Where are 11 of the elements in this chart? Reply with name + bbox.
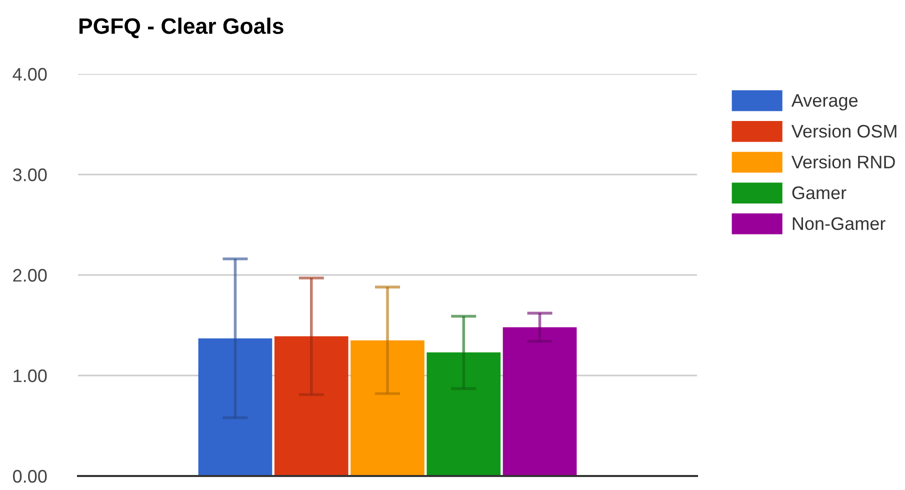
chart-title: PGFQ - Clear Goals [79,18,284,38]
legend-label: Average [791,94,858,110]
y-tick-label: 1.00 [14,369,47,382]
legend-label: Non-Gamer [792,217,886,230]
y-tick-label: 4.00 [12,68,47,81]
legend-label: Version RND [791,155,895,168]
legend-label: Version OSM [791,124,896,138]
legend-label: Gamer [792,186,846,200]
y-tick-label: 0.00 [13,470,47,483]
y-tick-label: 2.00 [13,268,47,282]
y-tick-label: 3.00 [12,168,47,182]
